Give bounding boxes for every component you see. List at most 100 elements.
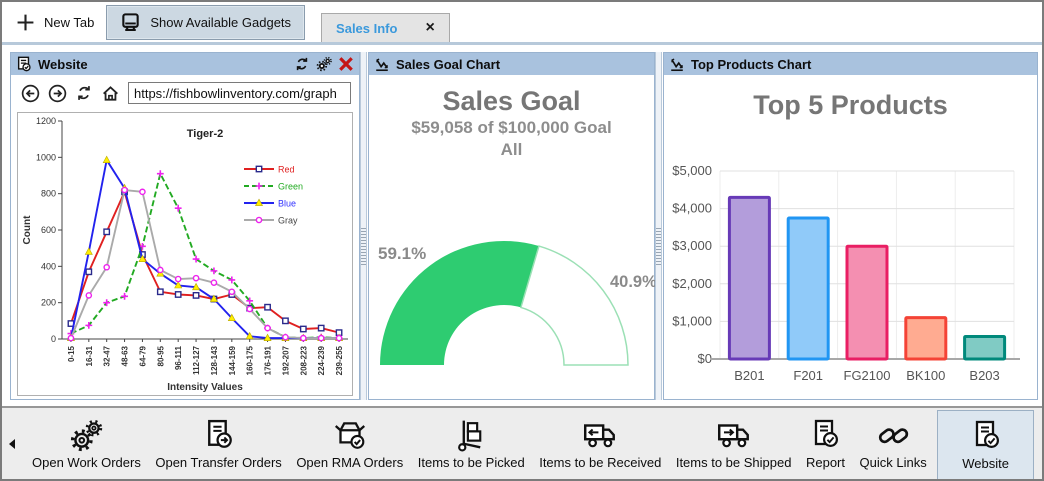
gadget-settings-icon[interactable] bbox=[316, 56, 332, 72]
svg-text:$3,000: $3,000 bbox=[672, 238, 712, 253]
tab-sales-info[interactable]: Sales Info × bbox=[321, 13, 450, 42]
svg-text:Intensity Values: Intensity Values bbox=[167, 382, 243, 393]
website-panel-title: Website bbox=[38, 56, 88, 72]
tiger2-line-chart: Tiger-2 0 200 400 600 800 1000 1200 0-15 16-31 32-… bbox=[18, 113, 352, 395]
top-products-panel-title: Top Products Chart bbox=[691, 56, 812, 72]
svg-text:800: 800 bbox=[41, 189, 56, 199]
svg-text:48-63: 48-63 bbox=[121, 345, 130, 366]
top-products-heading: Top 5 Products bbox=[753, 90, 948, 120]
sales-goal-gauge-chart: 59.1% 40.9% bbox=[370, 234, 657, 381]
show-available-gadgets-label: Show Available Gadgets bbox=[150, 14, 292, 30]
new-tab-button[interactable]: New Tab bbox=[16, 13, 94, 32]
toolbar-item-open-rma-orders[interactable]: Open RMA Orders bbox=[292, 408, 407, 479]
toolbar-items: Open Work Orders Open Transfer Orders Open… bbox=[28, 408, 1034, 479]
top-products-panel-header[interactable]: Top Products Chart bbox=[664, 53, 1037, 75]
browser-forward-icon[interactable] bbox=[48, 84, 67, 103]
svg-text:Tiger-2: Tiger-2 bbox=[187, 128, 223, 140]
tab-bar: New Tab Show Available Gadgets Sales Inf… bbox=[2, 2, 1042, 45]
toolbar-item-label: Report bbox=[805, 455, 845, 470]
toolbar-item-open-work-orders[interactable]: Open Work Orders bbox=[28, 408, 145, 479]
toolbar-item-label: Open Work Orders bbox=[32, 455, 141, 470]
toolbar-item-quick-links[interactable]: Quick Links bbox=[856, 408, 931, 479]
svg-text:Count: Count bbox=[22, 215, 33, 245]
svg-text:176-191: 176-191 bbox=[264, 345, 273, 375]
svg-text:144-159: 144-159 bbox=[228, 345, 237, 375]
svg-text:FG2100: FG2100 bbox=[844, 368, 891, 383]
toolbar-item-items-to-be-shipped[interactable]: Items to be Shipped bbox=[672, 408, 796, 479]
splitter-grip-icon bbox=[361, 228, 366, 266]
url-input[interactable] bbox=[128, 82, 351, 104]
svg-text:239-255: 239-255 bbox=[335, 345, 344, 375]
panel-splitter-left[interactable] bbox=[360, 52, 367, 400]
toolbar-item-report[interactable]: Report bbox=[802, 408, 849, 479]
collapse-toolbar-arrow-icon[interactable] bbox=[9, 439, 15, 449]
toolbar-item-label: Open RMA Orders bbox=[296, 455, 404, 470]
truck-ship-icon bbox=[715, 416, 753, 454]
browser-nav-bar bbox=[11, 75, 359, 109]
transfer-order-icon bbox=[200, 416, 237, 454]
chart-arrows-icon bbox=[669, 56, 685, 72]
svg-text:59.1%: 59.1% bbox=[378, 244, 426, 263]
chart-arrows-icon bbox=[374, 56, 390, 72]
sales-goal-panel-title: Sales Goal Chart bbox=[396, 56, 501, 72]
svg-text:128-143: 128-143 bbox=[210, 345, 219, 375]
browser-home-icon[interactable] bbox=[101, 84, 120, 103]
chain-links-icon bbox=[875, 416, 912, 454]
sales-goal-gadget-panel: Sales Goal Chart Sales Goal $59,058 of $… bbox=[368, 52, 657, 400]
browser-back-icon[interactable] bbox=[21, 84, 40, 103]
svg-text:64-79: 64-79 bbox=[138, 345, 147, 366]
svg-text:32-47: 32-47 bbox=[103, 345, 112, 366]
svg-text:16-31: 16-31 bbox=[85, 345, 94, 366]
svg-text:$5,000: $5,000 bbox=[672, 163, 712, 178]
toolbar-item-items-to-be-received[interactable]: Items to be Received bbox=[535, 408, 665, 479]
svg-text:1000: 1000 bbox=[36, 152, 56, 162]
svg-text:112-127: 112-127 bbox=[192, 345, 201, 374]
svg-text:600: 600 bbox=[41, 225, 56, 235]
show-available-gadgets-button[interactable]: Show Available Gadgets bbox=[106, 4, 306, 40]
svg-text:40.9%: 40.9% bbox=[610, 273, 657, 291]
toolbar-item-label: Website bbox=[962, 456, 1009, 471]
svg-text:1200: 1200 bbox=[36, 116, 56, 126]
tab-close-icon[interactable]: × bbox=[425, 19, 435, 36]
top-products-bar-chart: $0 $1,000 $2,000 $3,000 $4,000 $5,000 B201 F201… bbox=[664, 135, 1037, 398]
dashboard-content: Website Tiger-2 0 200 400 600 800 1000 1200 0-15… bbox=[2, 45, 1042, 406]
toolbar-item-open-transfer-orders[interactable]: Open Transfer Orders bbox=[151, 408, 285, 479]
svg-text:192-207: 192-207 bbox=[281, 345, 290, 375]
sales-goal-panel-body: Sales Goal $59,058 of $100,000 Goal All … bbox=[369, 86, 657, 410]
svg-text:$4,000: $4,000 bbox=[672, 201, 712, 216]
svg-text:B203: B203 bbox=[969, 368, 999, 383]
report-check-icon bbox=[807, 416, 843, 454]
tab-label: Sales Info bbox=[336, 20, 398, 36]
panel-splitter-right[interactable] bbox=[655, 52, 662, 400]
new-tab-label: New Tab bbox=[44, 14, 95, 30]
svg-text:B201: B201 bbox=[734, 368, 764, 383]
svg-text:Gray: Gray bbox=[278, 216, 298, 226]
svg-text:80-95: 80-95 bbox=[156, 345, 165, 366]
close-gadget-icon[interactable] bbox=[338, 56, 354, 72]
sales-goal-panel-header[interactable]: Sales Goal Chart bbox=[369, 53, 654, 75]
toolbar-item-items-to-be-picked[interactable]: Items to be Picked bbox=[414, 408, 529, 479]
svg-text:Green: Green bbox=[278, 182, 303, 192]
toolbar-item-website[interactable]: Website bbox=[937, 410, 1034, 479]
refresh-gadget-icon[interactable] bbox=[294, 56, 310, 72]
hand-truck-icon bbox=[453, 416, 490, 454]
svg-text:$2,000: $2,000 bbox=[672, 276, 712, 291]
website-panel-icon bbox=[16, 56, 32, 72]
browser-reload-icon[interactable] bbox=[75, 84, 93, 102]
toolbar-item-label: Items to be Received bbox=[539, 455, 662, 470]
truck-receive-icon bbox=[581, 416, 619, 454]
svg-text:$1,000: $1,000 bbox=[672, 313, 712, 328]
svg-text:208-223: 208-223 bbox=[299, 345, 308, 375]
svg-text:224-239: 224-239 bbox=[317, 345, 326, 375]
toolbar-item-label: Items to be Shipped bbox=[675, 455, 792, 470]
website-panel-header[interactable]: Website bbox=[11, 53, 359, 75]
website-gadget-panel: Website Tiger-2 0 200 400 600 800 1000 1200 0-15… bbox=[10, 52, 360, 400]
svg-text:0-15: 0-15 bbox=[67, 345, 76, 362]
top-products-panel-body: Top 5 Products $0 $1,000 $2,000 $3,000 $4,00… bbox=[664, 90, 1037, 414]
svg-text:F201: F201 bbox=[793, 368, 823, 383]
gadget-toolbar: Open Work Orders Open Transfer Orders Open… bbox=[2, 406, 1042, 479]
sales-goal-heading: Sales Goal bbox=[442, 86, 581, 116]
plus-icon bbox=[16, 13, 35, 32]
toolbar-item-label: Items to be Picked bbox=[417, 455, 525, 470]
